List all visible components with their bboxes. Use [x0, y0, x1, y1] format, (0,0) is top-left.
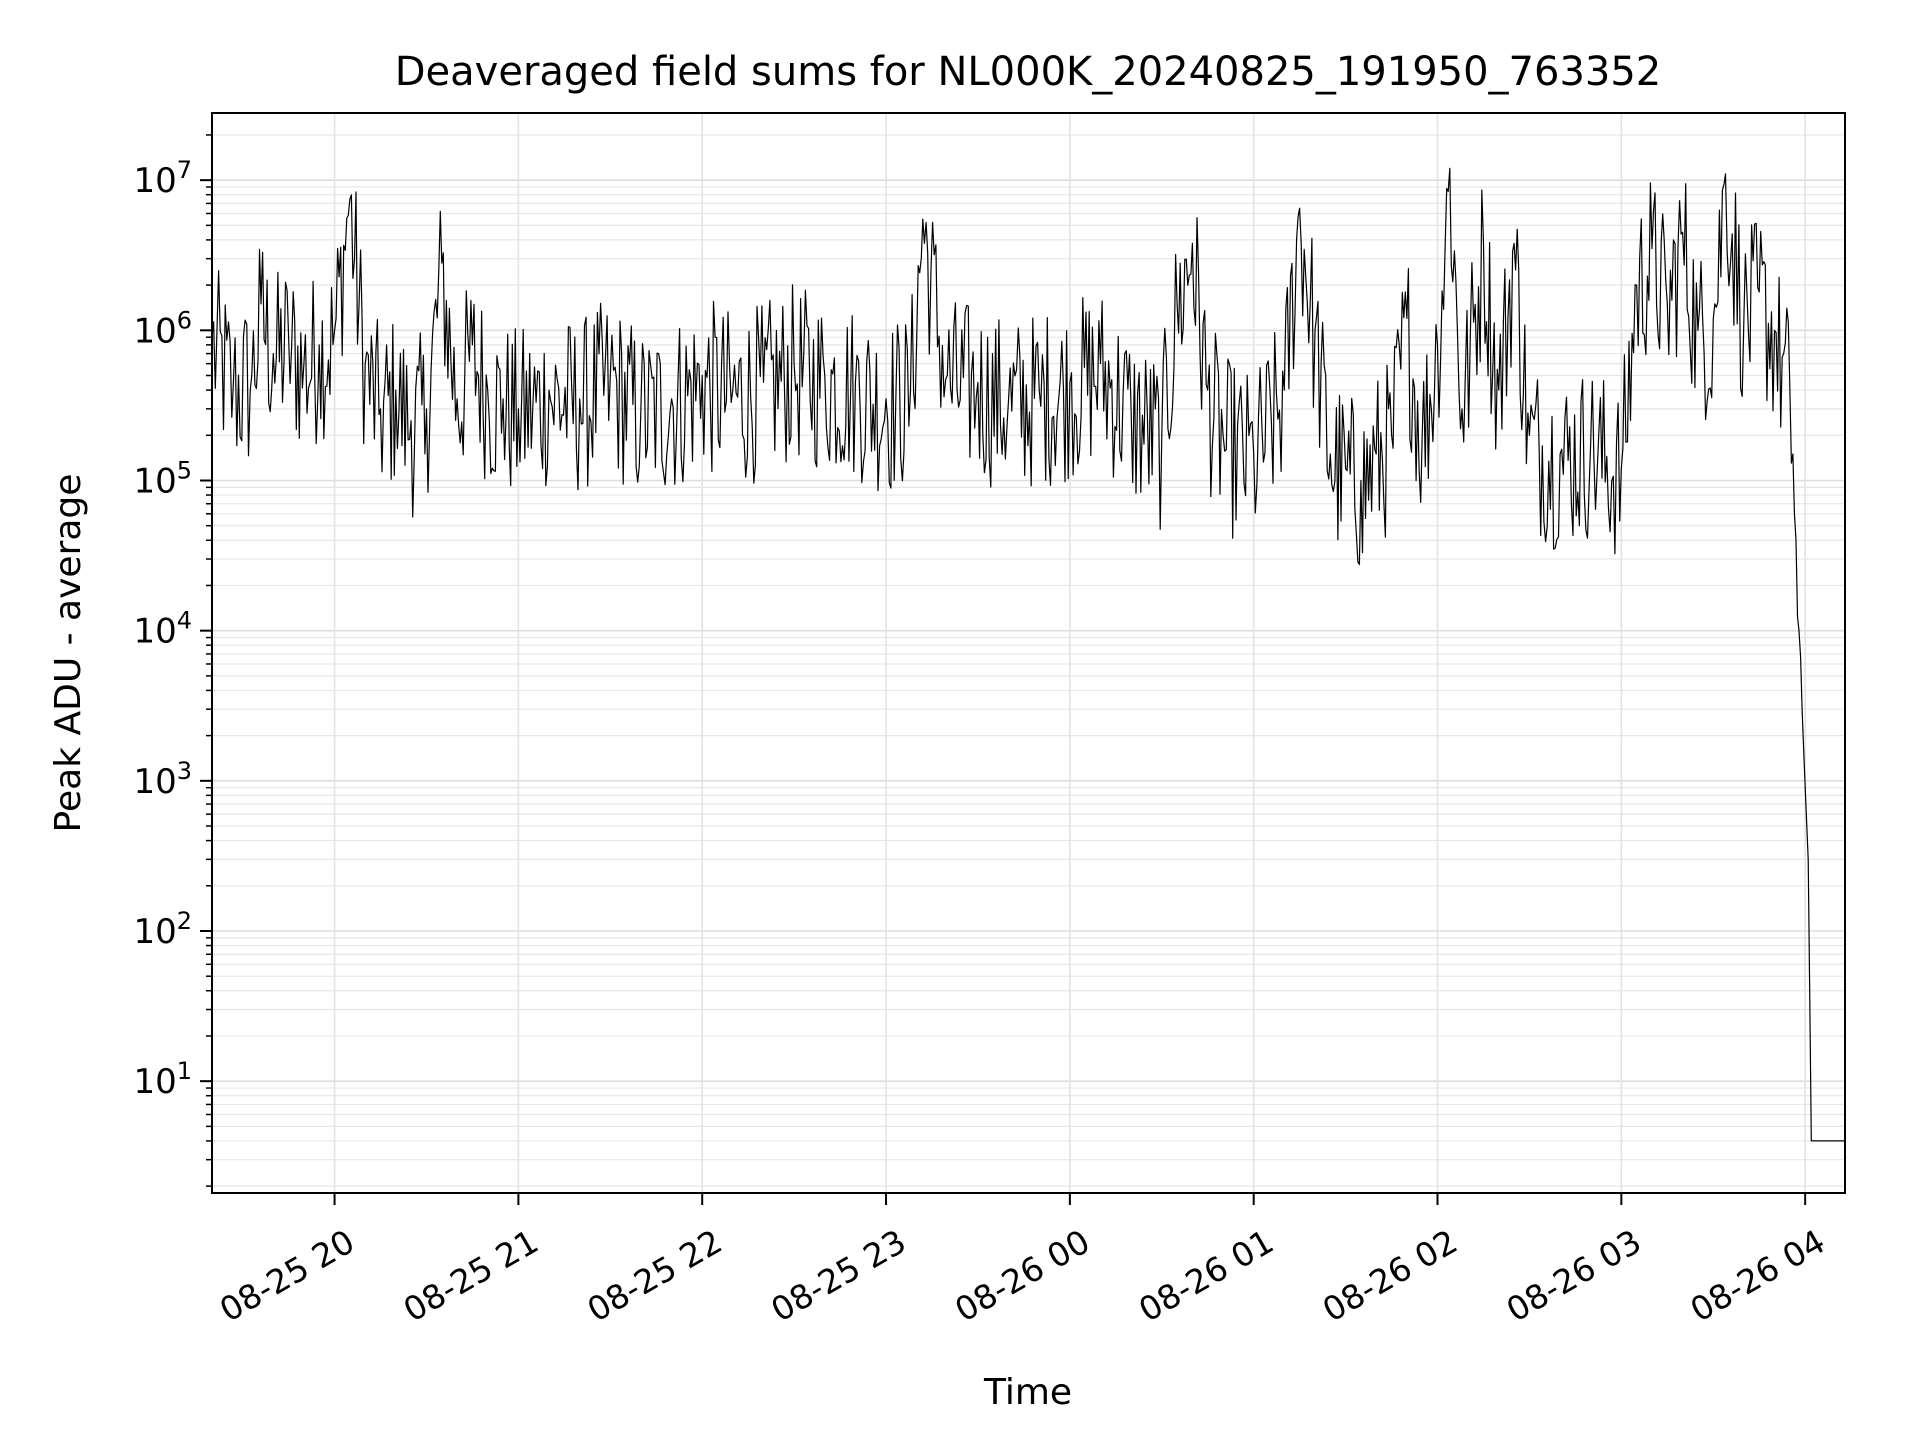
y-tick-label: 106	[133, 306, 192, 351]
x-tick-label: 08-26 00	[948, 1222, 1096, 1330]
x-tick-label: 08-26 03	[1500, 1222, 1648, 1330]
y-tick-label: 101	[133, 1057, 192, 1102]
y-tick-label: 104	[133, 607, 192, 652]
chart-title: Deaveraged field sums for NL000K_2024082…	[395, 49, 1661, 95]
tick-layer: 08-25 20 08-25 21 08-25 22 08-25 23 08-26 00…	[133, 134, 1832, 1330]
y-tick-label: 103	[133, 757, 192, 802]
grid-layer	[212, 113, 1845, 1193]
x-tick-label: 08-25 20	[213, 1222, 361, 1330]
series-line	[211, 167, 1845, 1142]
x-tick-label: 08-26 01	[1132, 1222, 1280, 1330]
x-tick-label: 08-25 22	[581, 1222, 729, 1330]
x-tick-label: 08-26 04	[1684, 1222, 1832, 1330]
y-tick-label: 102	[133, 907, 192, 952]
x-tick-label: 08-25 23	[764, 1222, 912, 1330]
x-tick-label: 08-25 21	[397, 1222, 545, 1330]
x-tick-label: 08-26 02	[1316, 1222, 1464, 1330]
y-axis-label: Peak ADU - average	[48, 474, 89, 833]
plot-frame	[211, 112, 1846, 1194]
x-axis-label: Time	[983, 1372, 1072, 1413]
y-tick-label: 107	[133, 156, 192, 201]
y-tick-label: 105	[133, 456, 192, 501]
